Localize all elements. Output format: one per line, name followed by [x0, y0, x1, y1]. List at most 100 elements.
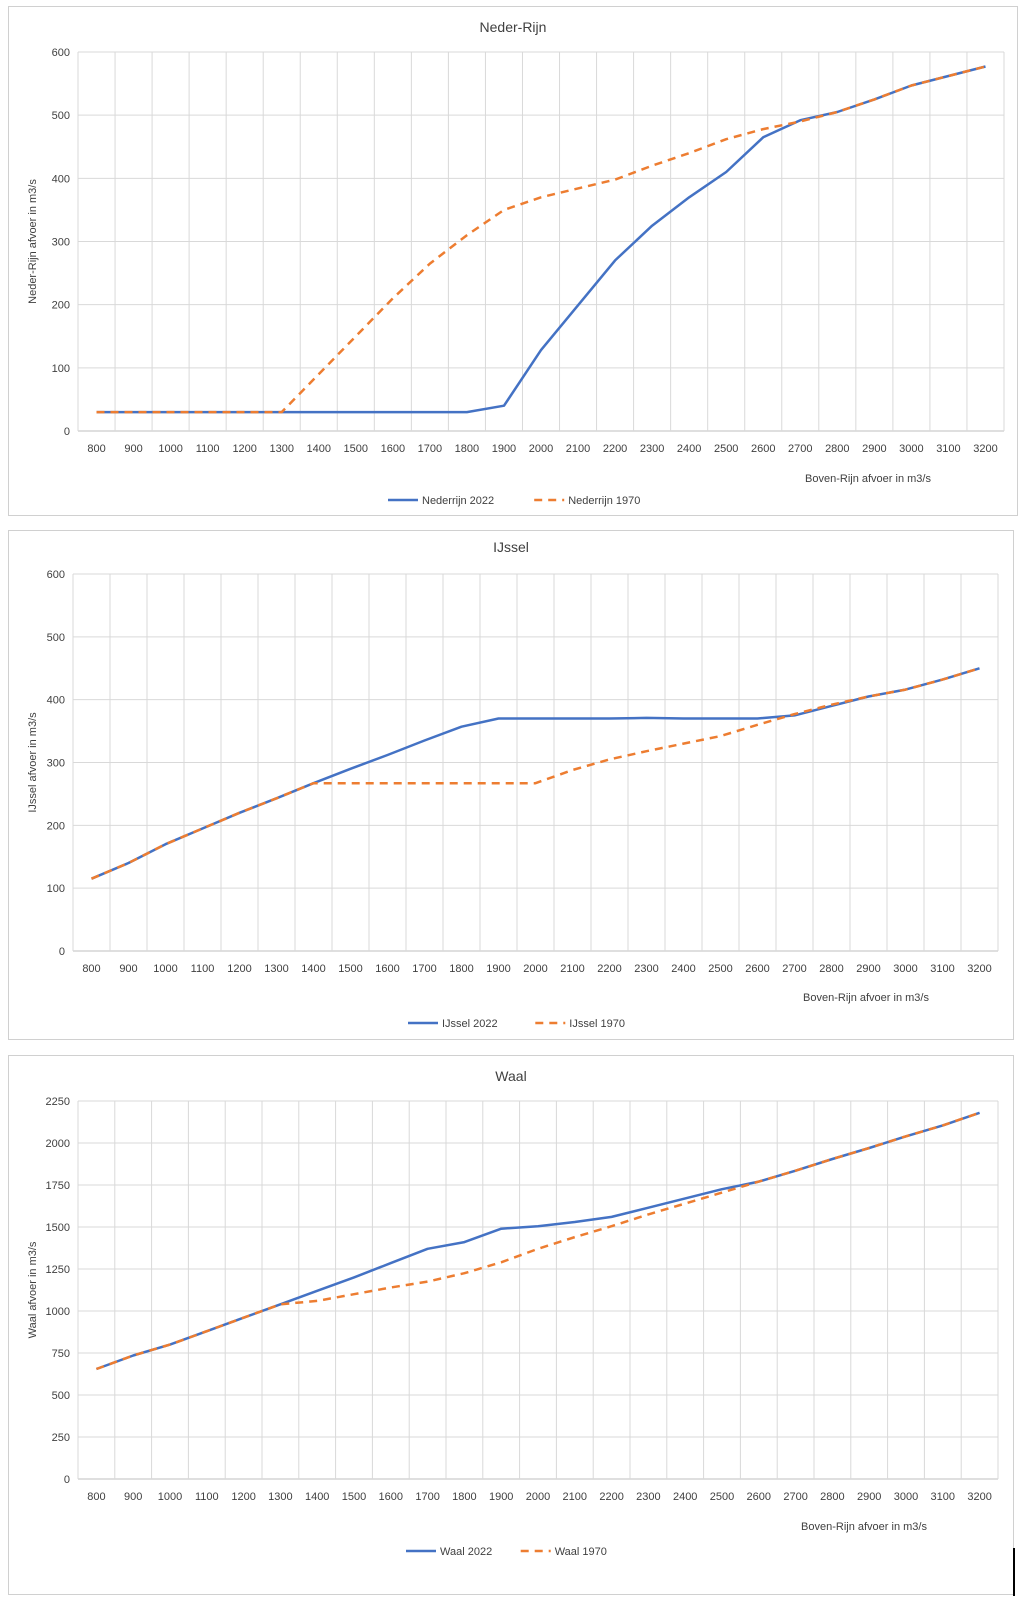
x-tick-label: 1900 — [489, 1491, 513, 1503]
y-axis-title: Neder-Rijn afvoer in m3/s — [27, 179, 39, 304]
x-tick-label: 2600 — [751, 443, 775, 455]
chart-title: IJssel — [493, 539, 529, 555]
x-tick-label: 1300 — [269, 443, 293, 455]
x-tick-label: 1800 — [455, 443, 479, 455]
y-axis-title: IJssel afvoer in m3/s — [27, 712, 39, 813]
x-tick-label: 900 — [119, 963, 137, 975]
x-tick-label: 2500 — [714, 443, 738, 455]
x-tick-label: 1100 — [196, 443, 220, 455]
x-tick-label: 1000 — [153, 963, 177, 975]
chart-title: Neder-Rijn — [480, 19, 547, 35]
x-tick-label: 1600 — [375, 963, 399, 975]
x-tick-label: 2100 — [566, 443, 590, 455]
x-tick-label: 3200 — [973, 443, 997, 455]
chart-ijssel: IJssel 0 100 200 300 400 500 600 800 900 1000 1100 1… — [8, 530, 1014, 1040]
x-tick-label: 2500 — [708, 963, 732, 975]
y-tick-label: 500 — [52, 1390, 70, 1402]
x-tick-label: 1500 — [338, 963, 362, 975]
y-tick-label: 2250 — [46, 1096, 70, 1108]
chart-frame — [8, 6, 1018, 516]
x-tick-label: 2300 — [636, 1491, 660, 1503]
x-tick-label: 1000 — [158, 1491, 182, 1503]
x-tick-label: 2600 — [745, 963, 769, 975]
legend-label: Waal 1970 — [555, 1546, 607, 1558]
x-tick-label: 2700 — [782, 963, 806, 975]
x-tick-label: 1500 — [344, 443, 368, 455]
x-tick-label: 2900 — [857, 1491, 881, 1503]
x-tick-label: 1700 — [415, 1491, 439, 1503]
x-tick-label: 2400 — [677, 443, 701, 455]
x-tick-label: 1300 — [268, 1491, 292, 1503]
x-tick-label: 2900 — [862, 443, 886, 455]
legend-label: IJssel 1970 — [569, 1018, 625, 1030]
x-tick-label: 2000 — [526, 1491, 550, 1503]
legend-label: Waal 2022 — [440, 1546, 492, 1558]
y-tick-label: 200 — [52, 300, 70, 312]
y-tick-label: 200 — [47, 820, 65, 832]
x-tick-label: 3000 — [894, 1491, 918, 1503]
x-tick-label: 900 — [124, 443, 142, 455]
x-axis-title: Boven-Rijn afvoer in m3/s — [801, 1521, 927, 1533]
series-line-waal-1970 — [95, 1111, 981, 1371]
chart-waal-svg: Waal 0 250 500 750 1000 1250 1500 1750 2000 2250 80… — [8, 1055, 1014, 1595]
x-tick-label: 2400 — [673, 1491, 697, 1503]
series-line-waal-2022 — [95, 1111, 981, 1371]
x-tick-label: 2100 — [563, 1491, 587, 1503]
x-tick-label: 1300 — [264, 963, 288, 975]
x-tick-label: 2700 — [783, 1491, 807, 1503]
x-tick-label: 1100 — [195, 1491, 219, 1503]
y-tick-label: 1000 — [46, 1306, 70, 1318]
x-tick-label: 3000 — [893, 963, 917, 975]
x-axis-title: Boven-Rijn afvoer in m3/s — [805, 473, 931, 485]
x-tick-label: 3200 — [967, 963, 991, 975]
x-tick-label: 2100 — [560, 963, 584, 975]
x-tick-label: 1200 — [227, 963, 251, 975]
y-tick-label: 1750 — [46, 1180, 70, 1192]
chart-ijssel-svg: IJssel 0 100 200 300 400 500 600 800 900 1000 1100 1… — [8, 530, 1014, 1040]
y-tick-label: 0 — [64, 426, 70, 438]
x-tick-label: 2500 — [710, 1491, 734, 1503]
y-axis-title: Waal afvoer in m3/s — [27, 1241, 39, 1338]
x-tick-label: 1400 — [305, 1491, 329, 1503]
y-tick-label: 2000 — [46, 1138, 70, 1150]
x-tick-label: 3000 — [899, 443, 923, 455]
x-tick-label: 2800 — [820, 1491, 844, 1503]
x-tick-label: 1100 — [191, 963, 215, 975]
x-tick-label: 2200 — [603, 443, 627, 455]
y-tick-label: 1250 — [46, 1264, 70, 1276]
y-tick-label: 500 — [52, 110, 70, 122]
chart-neder-rijn-svg: Neder-Rijn 0 100 200 300 400 500 600 800 900 1000 1… — [8, 6, 1018, 516]
series-line-ijssel-1970 — [91, 667, 980, 880]
x-tick-label: 800 — [82, 963, 100, 975]
chart-waal: Waal 0 250 500 750 1000 1250 1500 1750 2000 2250 80… — [8, 1055, 1014, 1595]
x-tick-label: 1700 — [412, 963, 436, 975]
y-tick-label: 250 — [52, 1432, 70, 1444]
x-tick-label: 2300 — [634, 963, 658, 975]
y-tick-label: 300 — [52, 237, 70, 249]
series-line-nederrijn-1970 — [96, 65, 986, 414]
x-tick-label: 2300 — [640, 443, 664, 455]
x-tick-label: 1200 — [232, 443, 256, 455]
x-tick-label: 1600 — [379, 1491, 403, 1503]
chart-frame — [8, 530, 1014, 1040]
x-tick-label: 2700 — [788, 443, 812, 455]
x-tick-label: 1000 — [158, 443, 182, 455]
x-tick-label: 2800 — [825, 443, 849, 455]
x-tick-label: 1400 — [307, 443, 331, 455]
x-tick-label: 800 — [87, 1491, 105, 1503]
y-tick-label: 600 — [52, 47, 70, 59]
x-tick-label: 3100 — [936, 443, 960, 455]
chart-frame — [8, 1055, 1014, 1595]
y-tick-label: 400 — [52, 173, 70, 185]
series-line-nederrijn-2022 — [96, 65, 986, 414]
x-tick-label: 2200 — [599, 1491, 623, 1503]
x-tick-label: 1600 — [381, 443, 405, 455]
x-tick-label: 2600 — [747, 1491, 771, 1503]
y-tick-label: 500 — [47, 632, 65, 644]
legend-label: Nederrijn 1970 — [568, 495, 640, 507]
y-tick-label: 600 — [47, 569, 65, 581]
x-tick-label: 1900 — [492, 443, 516, 455]
x-tick-label: 3100 — [931, 1491, 955, 1503]
x-tick-label: 3100 — [930, 963, 954, 975]
x-tick-label: 2900 — [856, 963, 880, 975]
